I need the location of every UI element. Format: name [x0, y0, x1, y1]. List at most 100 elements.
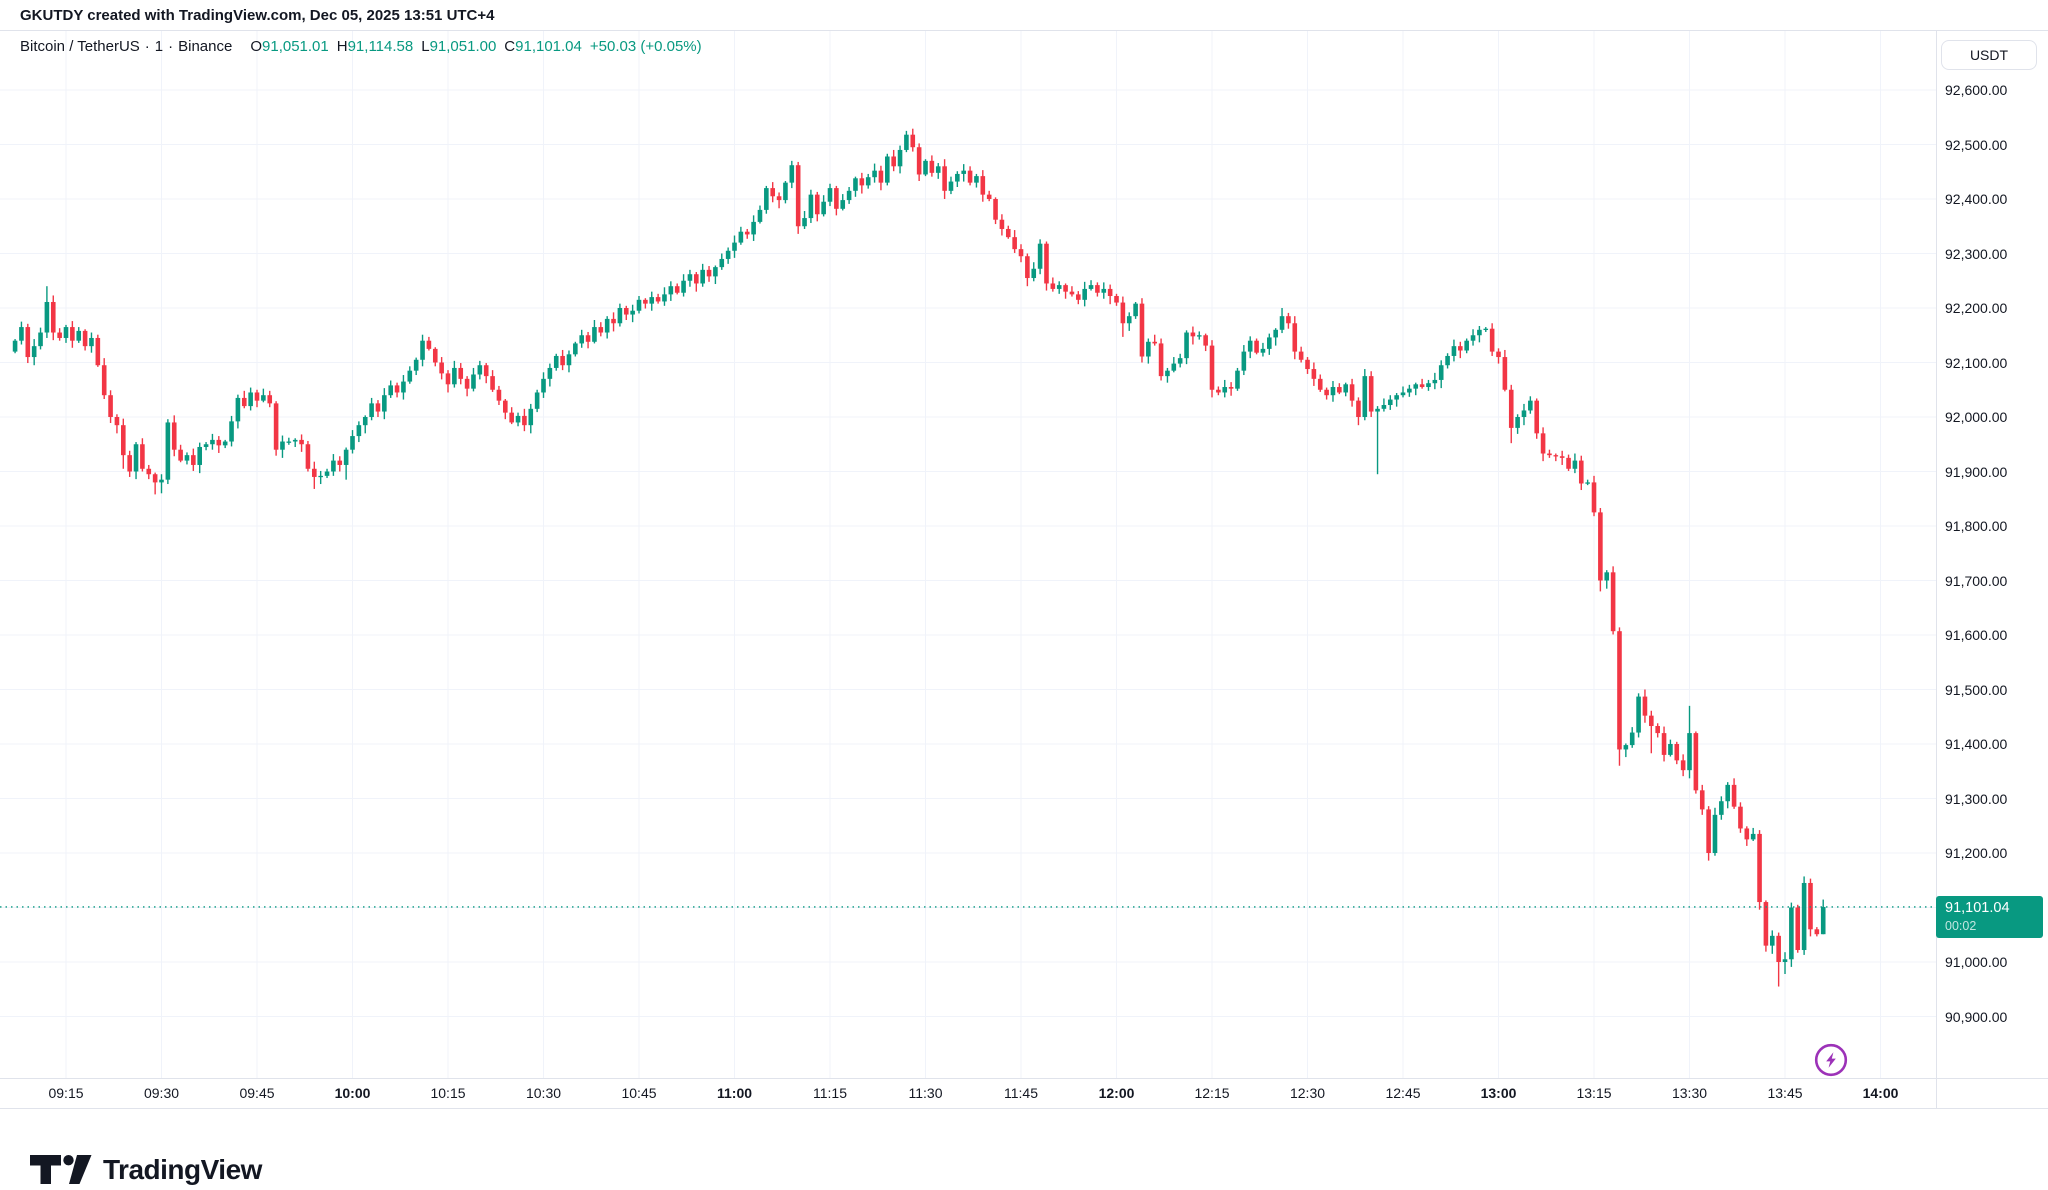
time-axis-label: 09:45 — [239, 1085, 275, 1101]
candle-body — [859, 178, 865, 186]
candle-body — [324, 471, 330, 476]
chart-legend: Bitcoin / TetherUS · 1 · Binance O91,051.01 H9… — [20, 36, 702, 58]
candle-body — [184, 455, 190, 461]
candle-body — [1177, 358, 1183, 364]
candle-body — [1814, 929, 1820, 935]
price-scale[interactable]: 92,600.00 92,500.00 92,400.00 92,300.00 92,2… — [1937, 30, 2048, 1078]
candle-body — [1152, 341, 1158, 344]
candle-body — [872, 170, 877, 178]
candle-body — [687, 274, 693, 281]
candle-body — [770, 188, 776, 197]
candle-body — [343, 449, 349, 465]
time-scale[interactable]: 09:15 09:30 09:45 10:00 10:15 10:30 10:45 11:00… — [0, 1078, 1937, 1108]
candle-body — [407, 370, 413, 382]
candle-body — [1012, 237, 1017, 250]
price-axis-label: 92,300.00 — [1945, 245, 2008, 262]
candle-body — [967, 170, 973, 183]
candle-body — [95, 337, 101, 366]
candle-body — [980, 176, 986, 195]
candle-body — [452, 367, 457, 385]
candle-body — [681, 280, 686, 293]
logo-text: TradingView — [103, 1154, 262, 1185]
candle-body — [1044, 243, 1049, 284]
lightning-icon — [1814, 1043, 1848, 1077]
time-axis-label: 13:00 — [1480, 1085, 1517, 1101]
candle-body — [623, 308, 629, 315]
candle-body — [471, 374, 476, 389]
candle-body — [159, 479, 164, 483]
candle-body — [1216, 389, 1221, 393]
price-axis-label: 91,300.00 — [1945, 790, 2008, 807]
badge-price: 91,101.04 — [1945, 899, 2010, 916]
candle-body — [961, 170, 967, 174]
candle-body — [636, 299, 642, 311]
candle-body — [904, 134, 909, 150]
attribution-text: GKUTDY created with TradingView.com, Dec… — [20, 7, 495, 24]
candle-body — [853, 178, 858, 191]
candle-body — [222, 441, 228, 446]
candle-body — [1661, 733, 1667, 755]
ohlc-low-value: 91,051.00 — [429, 38, 497, 55]
candle-body — [261, 395, 266, 401]
legend-separator: · — [168, 38, 174, 55]
candle-body — [1050, 283, 1056, 289]
candle-body — [1298, 351, 1304, 360]
candle-body — [592, 327, 597, 342]
price-axis-label: 92,000.00 — [1945, 409, 2008, 425]
candle-body — [1604, 572, 1610, 581]
candle-body — [802, 218, 807, 227]
candle-body — [216, 439, 222, 446]
candle-body — [439, 362, 444, 374]
legend-interval: 1 — [154, 38, 164, 55]
candle-body — [1381, 405, 1387, 409]
candle-body — [50, 302, 56, 333]
candle-body — [1508, 389, 1514, 428]
candle-body — [1502, 357, 1508, 390]
time-axis-label: 10:30 — [525, 1085, 562, 1101]
candle-body — [751, 221, 756, 235]
candle-body — [121, 425, 126, 456]
candle-body — [477, 365, 483, 375]
candle-body — [598, 327, 604, 333]
candle-body — [1126, 316, 1132, 324]
candle-body — [1368, 376, 1374, 412]
candle-body — [401, 381, 406, 393]
candle-body — [197, 446, 203, 465]
candle-body — [738, 231, 744, 243]
lightning-mode-button[interactable] — [1813, 1042, 1849, 1078]
candle-body — [1693, 733, 1699, 791]
candle-body — [362, 417, 368, 426]
candle-body — [280, 441, 285, 450]
candle-body — [146, 468, 152, 475]
candle-body — [426, 340, 432, 349]
candle-body — [171, 422, 177, 450]
candle-body — [1305, 359, 1310, 370]
candle-body — [1317, 378, 1323, 390]
ohlc-close-value: 91,101.04 — [515, 38, 582, 55]
candle-body — [795, 165, 801, 227]
currency-toggle-button[interactable]: USDT — [1941, 40, 2037, 70]
candle-body — [1133, 303, 1138, 317]
candle-body — [1547, 453, 1552, 456]
current-price-badge: 91,101.04 00:02 — [1936, 895, 2043, 938]
candle-body — [1394, 395, 1399, 400]
candle-body — [878, 170, 884, 183]
candle-body — [1005, 228, 1011, 238]
legend-symbol[interactable]: Bitcoin / TetherUS — [20, 38, 140, 55]
candle-body — [1267, 337, 1272, 349]
candle-body — [57, 332, 62, 338]
ohlc-low-label: L — [421, 38, 430, 55]
candle-body — [388, 385, 394, 396]
candle-body — [1585, 482, 1590, 484]
tradingview-logo[interactable]: TradingView — [30, 1152, 262, 1188]
candle-body — [1190, 332, 1196, 337]
candle-body — [948, 181, 954, 191]
candle-body — [694, 274, 699, 284]
candle-body — [1712, 814, 1718, 853]
candle-body — [1725, 784, 1731, 802]
candle-body — [1566, 457, 1571, 469]
candle-body — [1515, 417, 1520, 428]
candle-body — [1591, 482, 1597, 513]
candle-body — [1146, 341, 1151, 357]
